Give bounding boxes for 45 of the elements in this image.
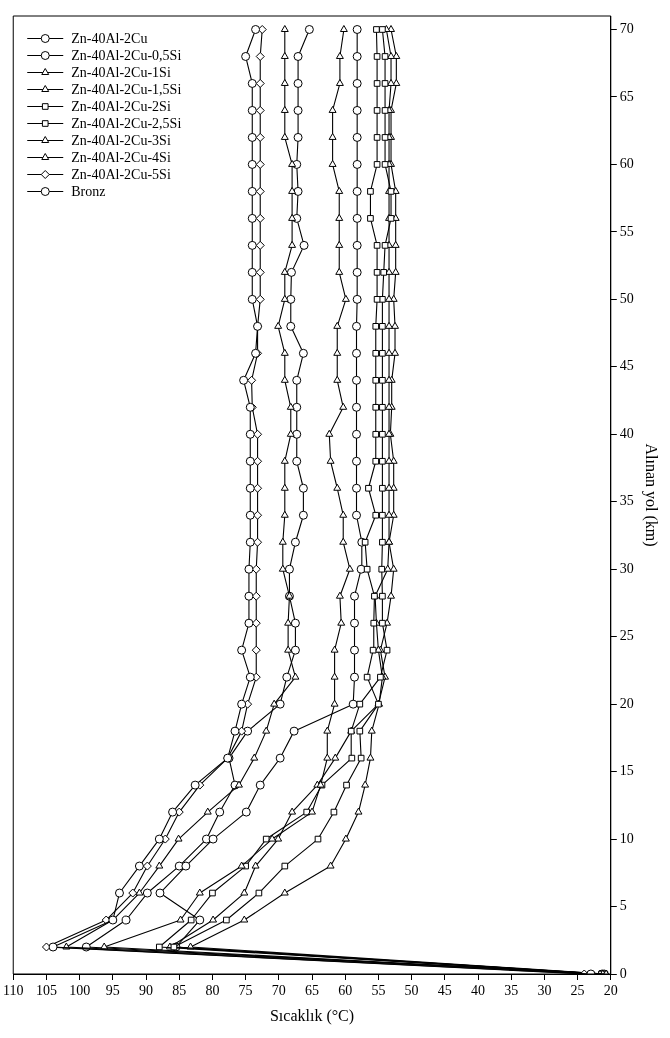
x-tick-label: 80 [205, 983, 220, 999]
y-tick-label: 70 [619, 21, 634, 37]
y-tick-label: 25 [619, 628, 634, 644]
x-axis-title: Sıcaklık (°C) [269, 1006, 355, 1025]
y-tick-label: 15 [619, 763, 634, 779]
legend-label: Zn-40Al-2Cu-0,5Si [71, 48, 182, 64]
legend-label: Zn-40Al-2Cu-2,5Si [71, 116, 182, 132]
y-tick-label: 40 [619, 425, 634, 441]
y-tick-label: 60 [619, 156, 634, 172]
x-tick-label: 110 [3, 983, 24, 999]
x-tick-label: 65 [305, 983, 320, 999]
legend-label: Zn-40Al-2Cu-2Si [71, 99, 171, 115]
x-tick-label: 100 [69, 983, 91, 999]
x-tick-label: 75 [238, 983, 253, 999]
x-tick-label: 105 [35, 983, 57, 999]
y-tick-label: 50 [619, 291, 634, 307]
y-tick-label: 30 [619, 560, 634, 576]
y-axis-title: Alınan yol (km) [642, 443, 661, 547]
y-tick-label: 35 [619, 493, 634, 509]
x-tick-label: 90 [139, 983, 154, 999]
y-tick-label: 55 [619, 223, 634, 239]
y-tick-label: 10 [619, 830, 634, 846]
x-tick-label: 95 [105, 983, 120, 999]
x-tick-label: 40 [471, 983, 486, 999]
x-tick-label: 30 [537, 983, 552, 999]
y-tick-label: 65 [619, 88, 634, 104]
x-tick-label: 35 [504, 983, 519, 999]
y-tick-label: 20 [619, 695, 634, 711]
x-tick-label: 55 [371, 983, 386, 999]
legend-label: Zn-40Al-2Cu-1Si [71, 65, 171, 81]
legend-label: Zn-40Al-2Cu-4Si [71, 150, 171, 166]
x-tick-label: 50 [404, 983, 419, 999]
x-tick-label: 60 [338, 983, 353, 999]
legend-label: Zn-40Al-2Cu-5Si [71, 167, 171, 183]
y-tick-label: 5 [619, 898, 627, 914]
legend-label: Bronz [71, 184, 106, 200]
legend-label: Zn-40Al-2Cu-3Si [71, 133, 171, 149]
x-tick-label: 25 [570, 983, 585, 999]
x-tick-label: 45 [437, 983, 452, 999]
legend-label: Zn-40Al-2Cu [71, 31, 148, 47]
x-tick-label: 85 [172, 983, 187, 999]
legend-label: Zn-40Al-2Cu-1,5Si [71, 82, 182, 98]
y-tick-label: 0 [619, 965, 627, 981]
y-tick-label: 45 [619, 358, 634, 374]
x-tick-label: 70 [271, 983, 286, 999]
